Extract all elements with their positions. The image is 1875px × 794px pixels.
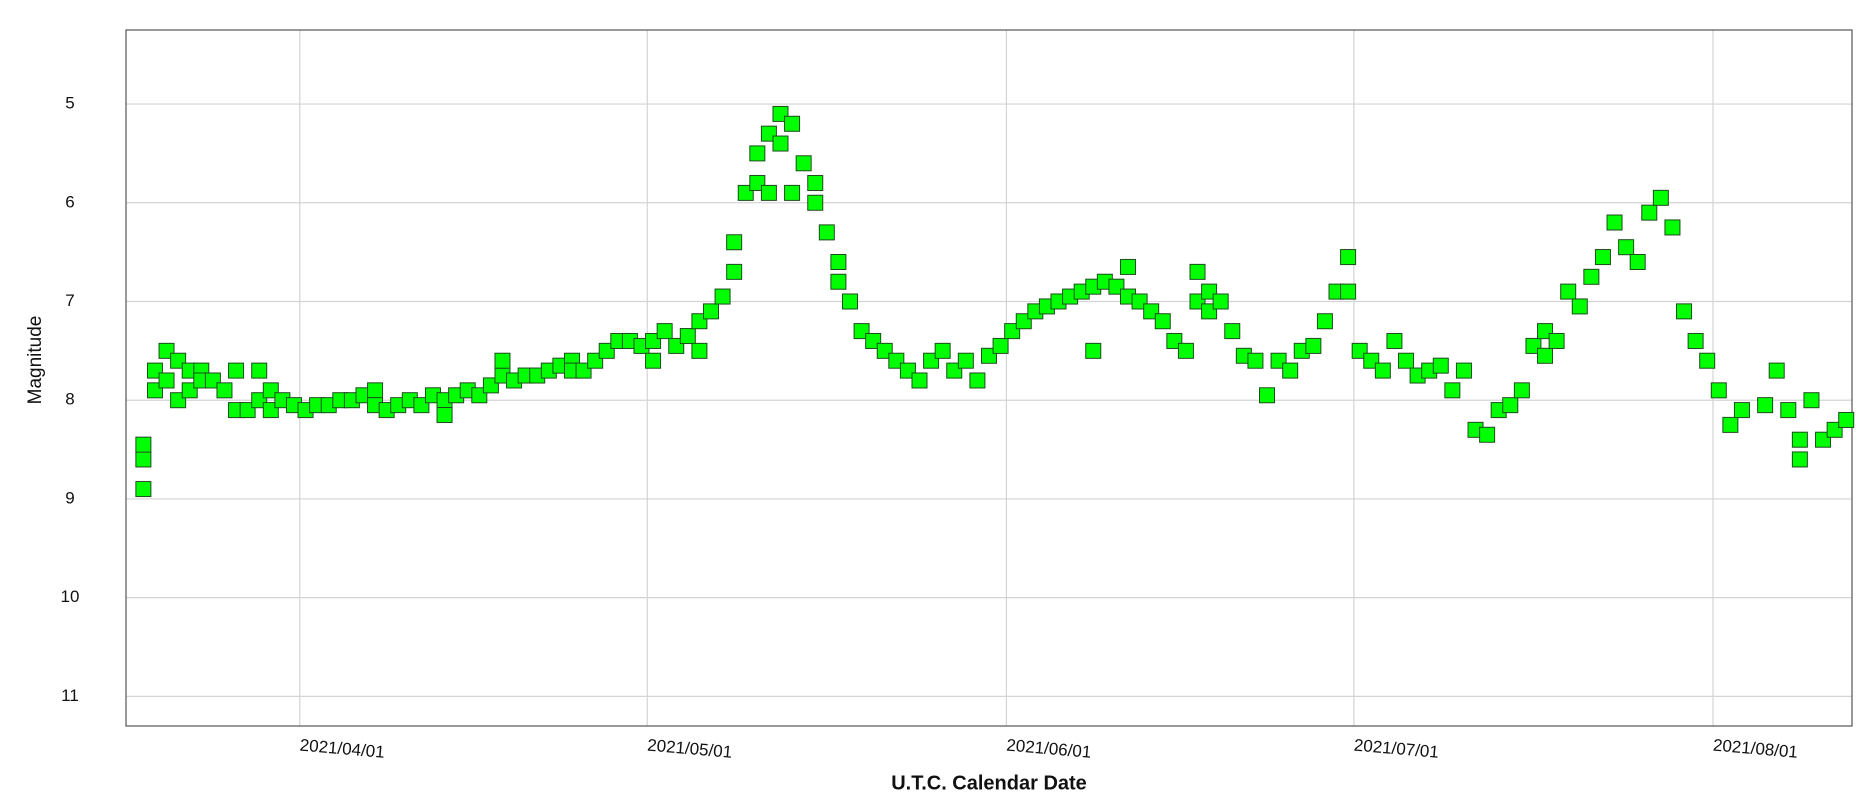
- data-point: [1699, 352, 1716, 369]
- data-point: [830, 273, 847, 290]
- data-point: [1085, 342, 1102, 359]
- data-point: [807, 194, 824, 211]
- plot-frame: [125, 29, 1853, 727]
- data-point: [1676, 303, 1693, 320]
- data-point: [1340, 283, 1357, 300]
- data-point: [1583, 268, 1600, 285]
- data-point: [726, 263, 743, 280]
- data-point: [818, 224, 835, 241]
- data-point: [784, 184, 801, 201]
- data-point: [1374, 362, 1391, 379]
- data-point: [1606, 214, 1623, 231]
- data-point: [1757, 397, 1774, 414]
- data-point: [1398, 352, 1415, 369]
- y-tick-label: 9: [65, 488, 74, 507]
- data-point: [1154, 313, 1171, 330]
- data-point: [1618, 239, 1635, 256]
- data-point: [1247, 352, 1264, 369]
- y-tick-label: 7: [65, 291, 74, 310]
- data-point: [216, 382, 233, 399]
- data-point: [436, 407, 453, 424]
- data-point: [679, 328, 696, 345]
- data-point: [1432, 357, 1449, 374]
- data-point: [934, 342, 951, 359]
- data-point: [1664, 219, 1681, 236]
- data-point: [135, 481, 152, 498]
- x-tick-label: 2021/08/01: [1712, 736, 1798, 762]
- data-point: [830, 254, 847, 270]
- data-point: [911, 372, 928, 389]
- data-point: [1548, 332, 1565, 349]
- data-point: [1177, 342, 1194, 359]
- data-point: [1803, 392, 1820, 409]
- data-point: [957, 352, 974, 369]
- data-point: [1838, 411, 1855, 428]
- data-point: [1629, 254, 1646, 270]
- data-point: [251, 362, 268, 379]
- data-point: [1189, 263, 1206, 280]
- data-point: [135, 436, 152, 453]
- data-point: [1571, 298, 1588, 315]
- data-point: [1282, 362, 1299, 379]
- data-point: [1791, 431, 1808, 448]
- data-point: [714, 288, 731, 305]
- y-tick-label: 5: [65, 94, 74, 113]
- data-point: [1687, 332, 1704, 349]
- data-point: [1340, 249, 1357, 266]
- data-point: [992, 337, 1009, 354]
- data-point: [760, 184, 777, 201]
- data-point: [1316, 313, 1333, 330]
- y-tick-label: 6: [65, 192, 74, 211]
- x-tick-label: 2021/04/01: [299, 736, 385, 762]
- data-point: [228, 362, 245, 379]
- data-point: [1710, 382, 1727, 399]
- data-point: [1224, 323, 1241, 340]
- data-point: [645, 352, 662, 369]
- data-point: [1537, 347, 1554, 364]
- data-point: [1259, 387, 1276, 404]
- data-point: [969, 372, 986, 389]
- data-point: [1305, 337, 1322, 354]
- data-point: [749, 145, 766, 162]
- x-tick-label: 2021/05/01: [647, 736, 733, 762]
- data-point: [807, 175, 824, 192]
- data-point: [1722, 416, 1739, 433]
- y-tick-label: 10: [61, 587, 80, 606]
- data-point: [494, 352, 511, 369]
- data-point: [1652, 189, 1669, 206]
- data-point: [1594, 249, 1611, 266]
- y-tick-label: 8: [65, 390, 74, 409]
- x-tick-label: 2021/07/01: [1353, 736, 1439, 762]
- data-point: [1641, 204, 1658, 221]
- data-point: [1513, 382, 1530, 399]
- data-point: [1479, 426, 1496, 443]
- data-point: [691, 342, 708, 359]
- data-point: [1212, 293, 1229, 310]
- data-point: [1386, 332, 1403, 349]
- data-point: [135, 451, 152, 468]
- data-point: [841, 293, 858, 310]
- data-point: [656, 323, 673, 340]
- data-point: [1733, 402, 1750, 419]
- data-point: [1455, 362, 1472, 379]
- x-tick-label: 2021/06/01: [1006, 736, 1092, 762]
- data-point: [702, 303, 719, 320]
- data-point: [367, 382, 384, 399]
- data-point: [1768, 362, 1785, 379]
- data-point: [158, 372, 175, 389]
- data-point: [1444, 382, 1461, 399]
- y-axis-label: Magnitude: [25, 316, 46, 405]
- data-point: [1791, 451, 1808, 468]
- data-point: [1120, 258, 1137, 275]
- data-point: [784, 115, 801, 132]
- data-point: [772, 135, 789, 152]
- x-axis-label: U.T.C. Calendar Date: [891, 772, 1087, 794]
- data-point: [1502, 397, 1519, 414]
- data-point: [726, 234, 743, 251]
- y-tick-label: 11: [61, 686, 79, 705]
- data-point: [1560, 283, 1577, 300]
- data-point: [1780, 402, 1797, 419]
- data-point: [795, 155, 812, 172]
